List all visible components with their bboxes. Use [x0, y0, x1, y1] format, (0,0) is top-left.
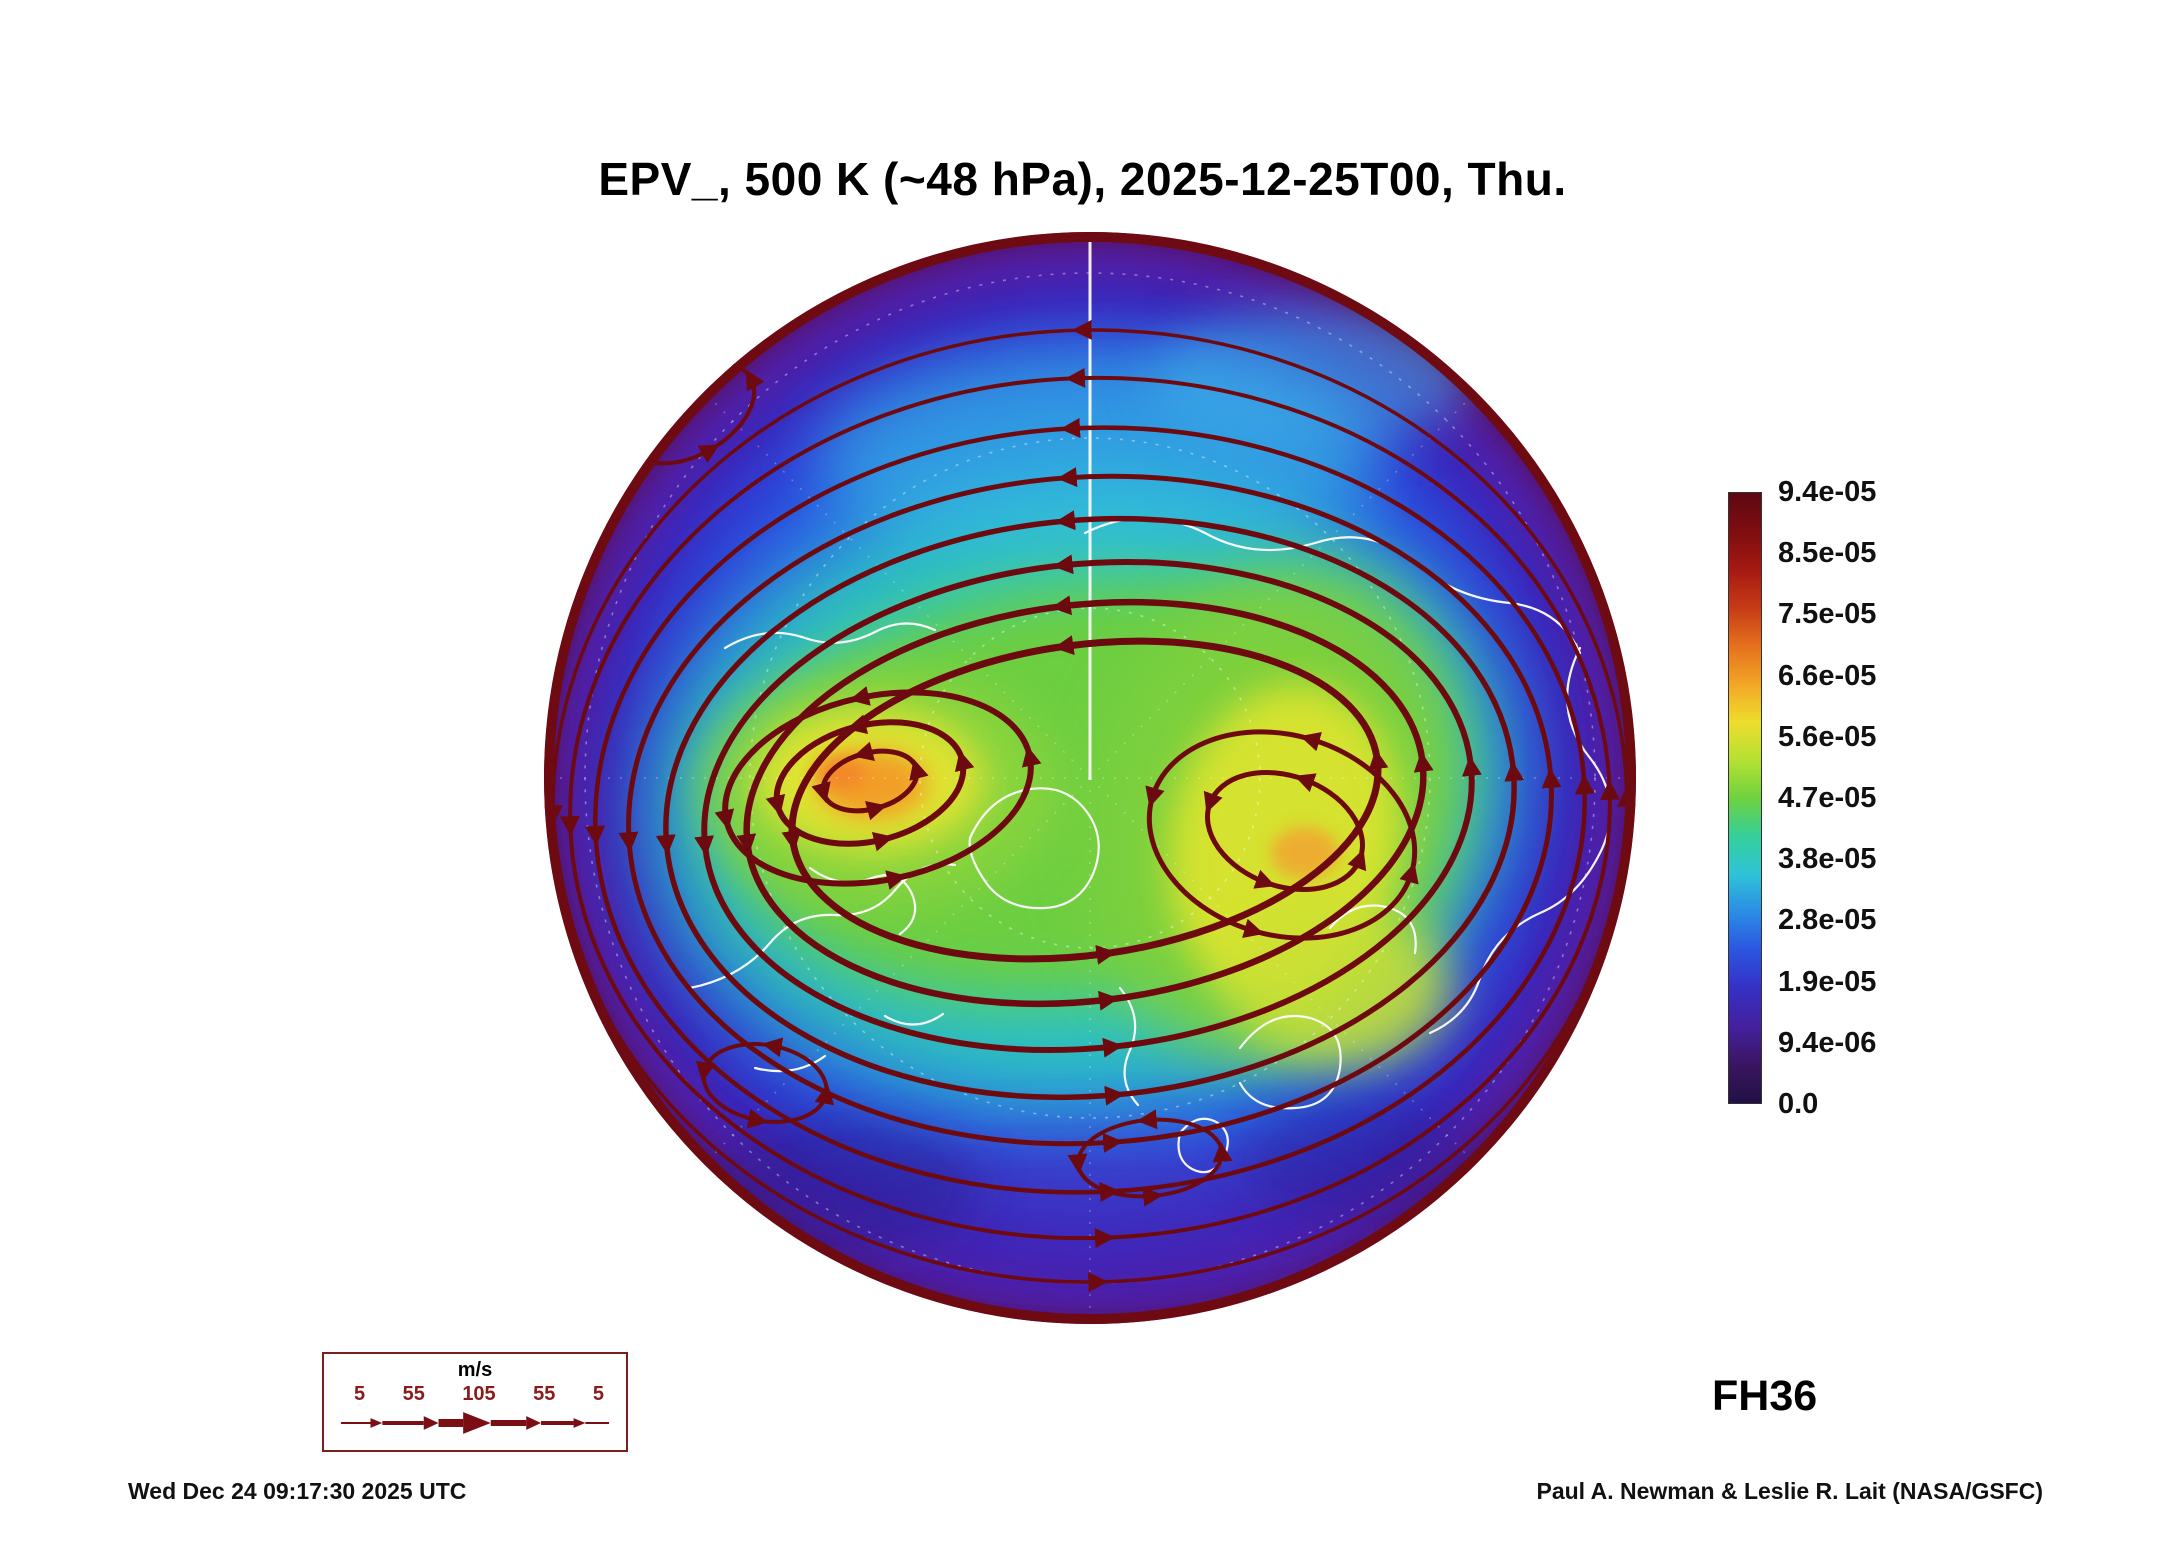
- colorbar-tick-label: 8.5e-05: [1778, 537, 1877, 570]
- colorbar-tick-label: 0.0: [1778, 1087, 1819, 1120]
- colorbar-tick-label: 3.8e-05: [1778, 843, 1877, 876]
- colorbar-tick-label: 2.8e-05: [1778, 904, 1877, 937]
- colorbar-tick-label: 7.5e-05: [1778, 598, 1877, 631]
- wind-speed-label: 105: [462, 1383, 496, 1405]
- map-rim: [544, 232, 1636, 1324]
- colorbar-tick-label: 1.9e-05: [1778, 965, 1877, 998]
- plot-title: EPV_, 500 K (~48 hPa), 2025-12-25T00, Th…: [598, 153, 1567, 205]
- wind-speed-label: 55: [402, 1383, 425, 1405]
- colorbar-tick-label: 4.7e-05: [1778, 781, 1877, 814]
- wind-arrow-icon: [340, 1412, 610, 1434]
- wind-legend-units: m/s: [457, 1359, 493, 1381]
- epv-map-graphic: [544, 232, 1636, 1324]
- wind-speed-legend: m/s 5 55 105 55 5: [322, 1352, 628, 1452]
- epv-max-right: [1271, 827, 1339, 879]
- wind-speed-label: 55: [533, 1383, 556, 1405]
- colorbar-tick-label: 9.4e-06: [1778, 1026, 1877, 1059]
- generation-timestamp: Wed Dec 24 09:17:30 2025 UTC: [128, 1478, 467, 1504]
- wind-speed-label: 5: [354, 1383, 366, 1405]
- colorbar-gradient: [1728, 492, 1762, 1104]
- colorbar-tick-label: 6.6e-05: [1778, 659, 1877, 692]
- wind-speed-label: 5: [592, 1383, 604, 1405]
- forecast-hour-label: FH36: [1712, 1372, 1818, 1420]
- colorbar-tick-label: 5.6e-05: [1778, 720, 1877, 753]
- colorbar-tick-labels: 9.4e-05 8.5e-05 7.5e-05 6.6e-05 5.6e-05 …: [1778, 477, 1928, 1119]
- credit-text: Paul A. Newman & Leslie R. Lait (NASA/GS…: [1536, 1478, 2043, 1504]
- colorbar-tick-label: 9.4e-05: [1778, 476, 1877, 508]
- polar-map: [540, 228, 1640, 1328]
- wind-legend-speeds: 5 55 105 55 5: [324, 1383, 626, 1406]
